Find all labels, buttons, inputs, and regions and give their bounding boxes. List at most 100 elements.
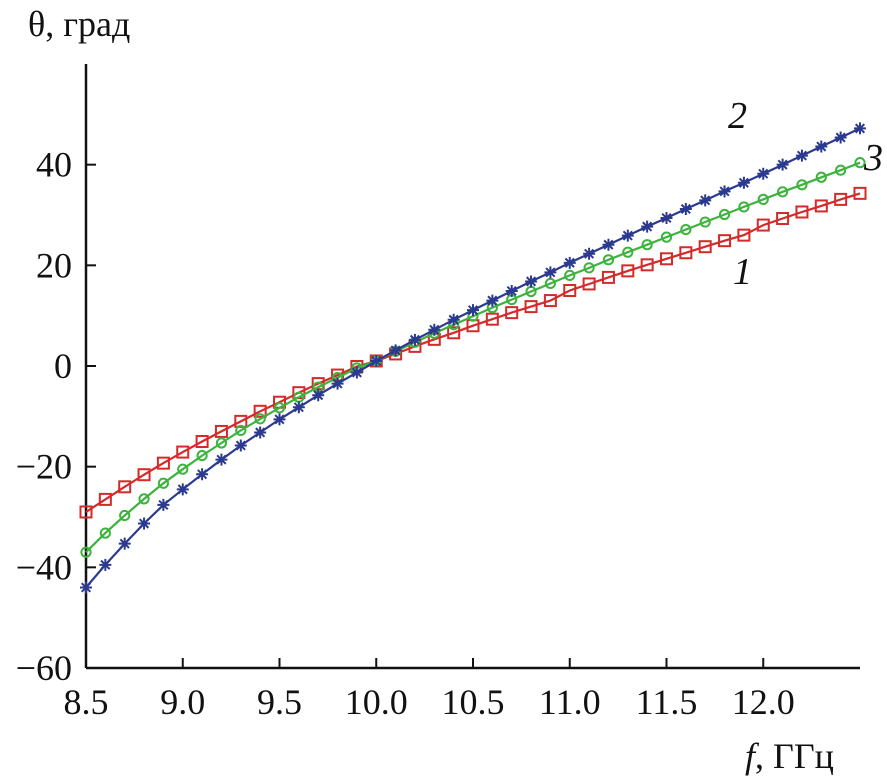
x-axis-title: f, ГГц bbox=[745, 736, 834, 776]
x-tick-label: 10.5 bbox=[442, 682, 505, 722]
series-2-point bbox=[737, 176, 750, 189]
x-axis-title-unit: , ГГц bbox=[755, 736, 834, 776]
series-2-point bbox=[641, 220, 654, 233]
series-1-point bbox=[582, 277, 596, 291]
series-2-point bbox=[118, 537, 131, 550]
series-3-point bbox=[583, 262, 595, 274]
x-tick-label: 9.5 bbox=[257, 682, 302, 722]
series-1-point bbox=[698, 240, 712, 254]
series-1-point bbox=[737, 228, 751, 242]
series-3-point bbox=[544, 277, 557, 290]
series-3 bbox=[80, 157, 866, 558]
series-2-point bbox=[157, 498, 170, 511]
series-3-point bbox=[738, 201, 750, 213]
series-1-point bbox=[776, 212, 790, 226]
curve-label-1: 1 bbox=[733, 251, 752, 293]
series-2-point bbox=[525, 275, 538, 288]
series-2-point bbox=[718, 185, 731, 198]
series-2-point bbox=[370, 354, 383, 367]
x-tick-label: 12.0 bbox=[732, 682, 795, 722]
series-1-point bbox=[79, 505, 93, 519]
series-2-point bbox=[273, 413, 286, 426]
series-1-point bbox=[601, 270, 615, 284]
series-2 bbox=[80, 122, 866, 594]
x-tick-label: 8.5 bbox=[64, 682, 109, 722]
series-1-point bbox=[137, 468, 151, 482]
series-1-point bbox=[834, 192, 848, 206]
series-1-point bbox=[814, 199, 828, 213]
series-2-line bbox=[85, 127, 861, 589]
series-1-point bbox=[156, 456, 170, 470]
series-2-point bbox=[602, 238, 615, 251]
series-1 bbox=[79, 186, 867, 519]
series-1-point bbox=[98, 492, 112, 506]
series-2-point bbox=[621, 229, 634, 242]
series-1-point bbox=[621, 264, 635, 278]
series-3-line bbox=[85, 161, 861, 553]
y-ticks: −60 −40 −20 0 20 40 bbox=[16, 145, 96, 688]
series-3-point bbox=[80, 546, 92, 558]
y-tick-label: −40 bbox=[16, 547, 72, 587]
y-tick-label: −60 bbox=[16, 648, 72, 688]
series-1-point bbox=[795, 205, 809, 219]
series-3-point bbox=[138, 493, 150, 505]
series-layer bbox=[79, 122, 867, 594]
series-2-point bbox=[776, 158, 789, 171]
series-1-point bbox=[524, 300, 538, 314]
series-2-point bbox=[834, 131, 847, 144]
y-axis-title: θ, град bbox=[28, 4, 130, 44]
series-1-point bbox=[485, 312, 499, 326]
series-1-point bbox=[214, 424, 228, 438]
series-3-point bbox=[99, 527, 111, 539]
x-tick-label: 11.5 bbox=[636, 682, 698, 722]
series-3-point bbox=[622, 246, 634, 258]
series-2-point bbox=[660, 212, 673, 225]
series-3-point bbox=[177, 463, 189, 475]
y-tick-label: 0 bbox=[54, 346, 72, 386]
series-2-point bbox=[815, 140, 828, 153]
series-2-point bbox=[544, 266, 557, 279]
series-3-point bbox=[854, 157, 866, 169]
series-1-point bbox=[640, 258, 654, 272]
series-2-point bbox=[563, 256, 576, 269]
series-3-point bbox=[119, 509, 131, 522]
series-2-point bbox=[138, 517, 151, 530]
curve-label-2: 2 bbox=[728, 95, 747, 137]
series-3-point bbox=[157, 477, 169, 489]
series-2-point bbox=[99, 558, 112, 571]
series-1-point bbox=[543, 294, 557, 308]
series-2-point bbox=[486, 294, 499, 307]
series-1-point bbox=[505, 306, 519, 320]
series-2-point bbox=[583, 247, 596, 260]
series-2-point bbox=[215, 453, 228, 466]
series-1-point bbox=[853, 186, 867, 200]
series-1-point bbox=[118, 480, 132, 494]
series-1-point bbox=[195, 435, 209, 448]
series-2-point bbox=[428, 323, 441, 336]
series-2-point bbox=[331, 377, 344, 390]
series-2-point bbox=[389, 344, 402, 357]
series-3-point bbox=[718, 208, 731, 221]
series-2-point bbox=[80, 581, 92, 594]
series-2-point bbox=[292, 401, 305, 414]
series-3-point bbox=[273, 402, 286, 414]
y-tick-label: 40 bbox=[36, 145, 72, 185]
x-ticks: 8.5 9.0 9.5 10.0 10.5 11.0 11.5 12.0 bbox=[64, 658, 795, 722]
series-2-point bbox=[854, 122, 866, 135]
series-2-point bbox=[699, 194, 712, 207]
series-1-point bbox=[756, 218, 770, 232]
series-3-point bbox=[699, 216, 711, 228]
series-3-point bbox=[660, 231, 673, 243]
series-3-point bbox=[235, 424, 247, 437]
series-1-point bbox=[234, 414, 248, 428]
series-2-point bbox=[254, 426, 267, 439]
series-3-point bbox=[757, 193, 769, 205]
x-tick-label: 11.0 bbox=[539, 682, 601, 722]
series-1-point bbox=[718, 234, 732, 248]
axes bbox=[84, 64, 860, 670]
series-1-point bbox=[447, 326, 461, 340]
x-tick-label: 10.0 bbox=[345, 682, 408, 722]
series-2-point bbox=[505, 285, 518, 298]
series-2-point bbox=[795, 149, 808, 162]
